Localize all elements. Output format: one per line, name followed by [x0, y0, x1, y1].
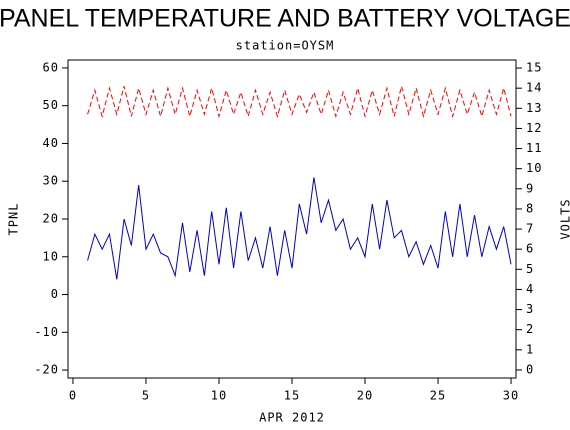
y2-tick-label: 0 — [526, 362, 534, 376]
y2-axis-label: VOLTS — [559, 198, 570, 239]
y2-tick-label: 1 — [526, 342, 534, 356]
y2-tick-label: 4 — [526, 282, 534, 296]
y2-tick-label: 11 — [526, 141, 542, 155]
y2-tick-label: 9 — [526, 181, 534, 195]
chart-title: PANEL TEMPERATURE AND BATTERY VOLTAGE — [0, 5, 570, 33]
y-tick-label: 10 — [43, 249, 59, 263]
y2-tick-label: 2 — [526, 322, 534, 336]
y-tick-label: 20 — [43, 212, 59, 226]
y-tick-label: 50 — [43, 98, 59, 112]
x-tick-label: 25 — [430, 389, 446, 403]
y-tick-label: 60 — [43, 60, 59, 74]
series-line — [87, 177, 512, 280]
y-tick-label: -20 — [34, 363, 59, 377]
x-axis-label: APR 2012 — [259, 411, 325, 425]
y2-tick-label: 14 — [526, 81, 542, 95]
y-tick-label: -10 — [34, 325, 59, 339]
x-tick-label: 30 — [503, 389, 519, 403]
x-tick-label: 5 — [142, 389, 150, 403]
chart-subtitle: station=OYSM — [236, 39, 335, 53]
y-axis-label: TPNL — [7, 203, 21, 236]
x-tick-label: 15 — [284, 389, 300, 403]
y2-tick-label: 10 — [526, 161, 542, 175]
y2-tick-label: 7 — [526, 222, 534, 236]
y-tick-label: 40 — [43, 136, 59, 150]
y2-tick-label: 3 — [526, 302, 534, 316]
y2-tick-label: 5 — [526, 262, 534, 276]
y-tick-label: 0 — [51, 287, 59, 301]
y2-tick-label: 15 — [526, 61, 542, 75]
x-tick-label: 10 — [211, 389, 227, 403]
x-tick-label: 20 — [357, 389, 373, 403]
x-tick-label: 0 — [69, 389, 77, 403]
y2-tick-label: 8 — [526, 201, 534, 215]
series-line — [87, 86, 512, 119]
y2-tick-label: 13 — [526, 101, 542, 115]
plot-frame — [67, 59, 517, 379]
y-tick-label: 30 — [43, 174, 59, 188]
y2-tick-label: 6 — [526, 242, 534, 256]
y2-tick-label: 12 — [526, 121, 542, 135]
